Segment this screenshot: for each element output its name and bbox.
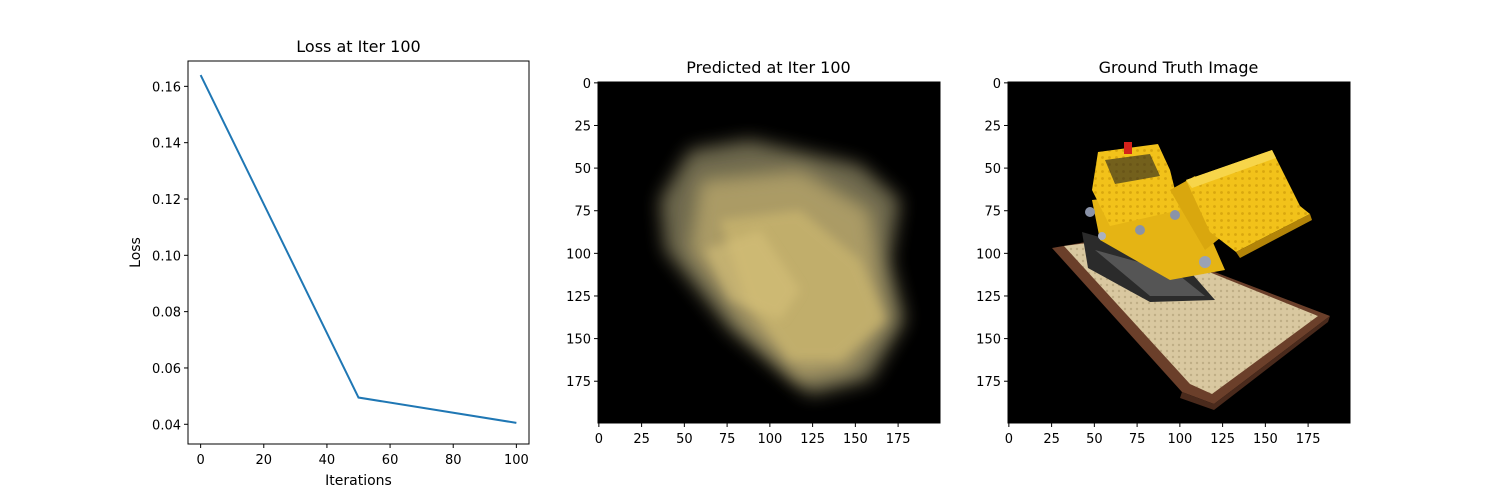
predicted-image-frame [597,81,941,424]
loss-x-tick-label: 60 [382,453,399,468]
loss-x-tick-label: 20 [256,453,273,468]
ground-truth-y-tick-label: 50 [984,162,1001,177]
predicted-y-tick-label: 0 [583,77,591,92]
ground-truth-image [1008,82,1350,423]
loss-x-tick-label: 80 [445,453,462,468]
predicted-y-tick-label: 100 [566,247,591,262]
loss-y-tick-label: 0.06 [152,362,181,377]
loss-y-tick-label: 0.12 [152,193,181,208]
ground-truth-x-tick-label: 125 [1210,432,1235,447]
predicted-x-ticks: 0 25 50 75 100 125 150 175 [595,423,911,447]
ground-truth-y-tick-label: 125 [976,290,1001,305]
loss-chart-title: Loss at Iter 100 [296,37,420,56]
loss-x-tick-label: 100 [504,453,529,468]
predicted-image-panel: Predicted at Iter 100 0 25 50 75 100 125 150 17… [566,58,941,447]
ground-truth-x-tick-label: 175 [1296,432,1321,447]
ground-truth-panel: Ground Truth Image [976,58,1351,447]
predicted-y-tick-label: 25 [574,119,591,134]
predicted-x-tick-label: 125 [800,432,825,447]
predicted-x-tick-label: 150 [843,432,868,447]
loss-chart-xlabel: Iterations [325,473,392,489]
ground-truth-title: Ground Truth Image [1099,58,1259,77]
ground-truth-y-tick-label: 75 [984,205,1001,220]
ground-truth-x-tick-label: 0 [1005,432,1013,447]
predicted-x-tick-label: 75 [719,432,736,447]
ground-truth-y-tick-label: 150 [976,333,1001,348]
ground-truth-y-tick-label: 100 [976,247,1001,262]
ground-truth-x-tick-label: 150 [1253,432,1278,447]
loss-chart-y-ticks: 0.04 0.06 0.08 0.10 0.12 0.14 0.16 [152,80,188,433]
ground-truth-x-tick-label: 50 [1086,432,1103,447]
predicted-y-tick-label: 50 [574,162,591,177]
ground-truth-y-tick-label: 0 [993,77,1001,92]
ground-truth-x-tick-label: 25 [1043,432,1060,447]
predicted-y-tick-label: 175 [566,375,591,390]
loss-y-tick-label: 0.04 [152,418,181,433]
ground-truth-y-tick-label: 25 [984,119,1001,134]
predicted-y-tick-label: 150 [566,333,591,348]
ground-truth-frame [1007,81,1351,424]
ground-truth-x-tick-label: 75 [1129,432,1146,447]
predicted-y-tick-label: 125 [566,290,591,305]
ground-truth-x-tick-label: 100 [1167,432,1192,447]
loss-x-tick-label: 0 [196,453,204,468]
predicted-x-tick-label: 175 [886,432,911,447]
loss-y-tick-label: 0.16 [152,80,181,95]
predicted-y-tick-label: 75 [574,205,591,220]
predicted-image-title: Predicted at Iter 100 [686,58,850,77]
loss-series-line [199,74,517,424]
predicted-x-tick-label: 100 [757,432,782,447]
loss-y-tick-label: 0.14 [152,137,181,152]
predicted-y-ticks: 0 25 50 75 100 125 150 175 [566,77,598,390]
loss-chart-frame [187,60,530,445]
predicted-image [598,82,940,423]
ground-truth-y-tick-label: 175 [976,375,1001,390]
loss-chart-ylabel: Loss [128,237,144,268]
loss-x-tick-label: 40 [319,453,336,468]
ground-truth-y-ticks: 0 25 50 75 100 125 150 175 [976,77,1008,390]
predicted-x-tick-label: 50 [676,432,693,447]
loss-y-tick-label: 0.10 [152,249,181,264]
loss-chart-panel: Loss at Iter 100 0 20 40 60 80 100 0.040.060.… [128,37,530,489]
predicted-x-tick-label: 25 [633,432,650,447]
loss-chart-x-ticks: 0 20 40 60 80 100 [196,444,529,468]
loss-y-tick-label: 0.08 [152,306,181,321]
predicted-x-tick-label: 0 [595,432,603,447]
ground-truth-x-ticks: 0 25 50 75 100 125 150 175 [1005,423,1321,447]
